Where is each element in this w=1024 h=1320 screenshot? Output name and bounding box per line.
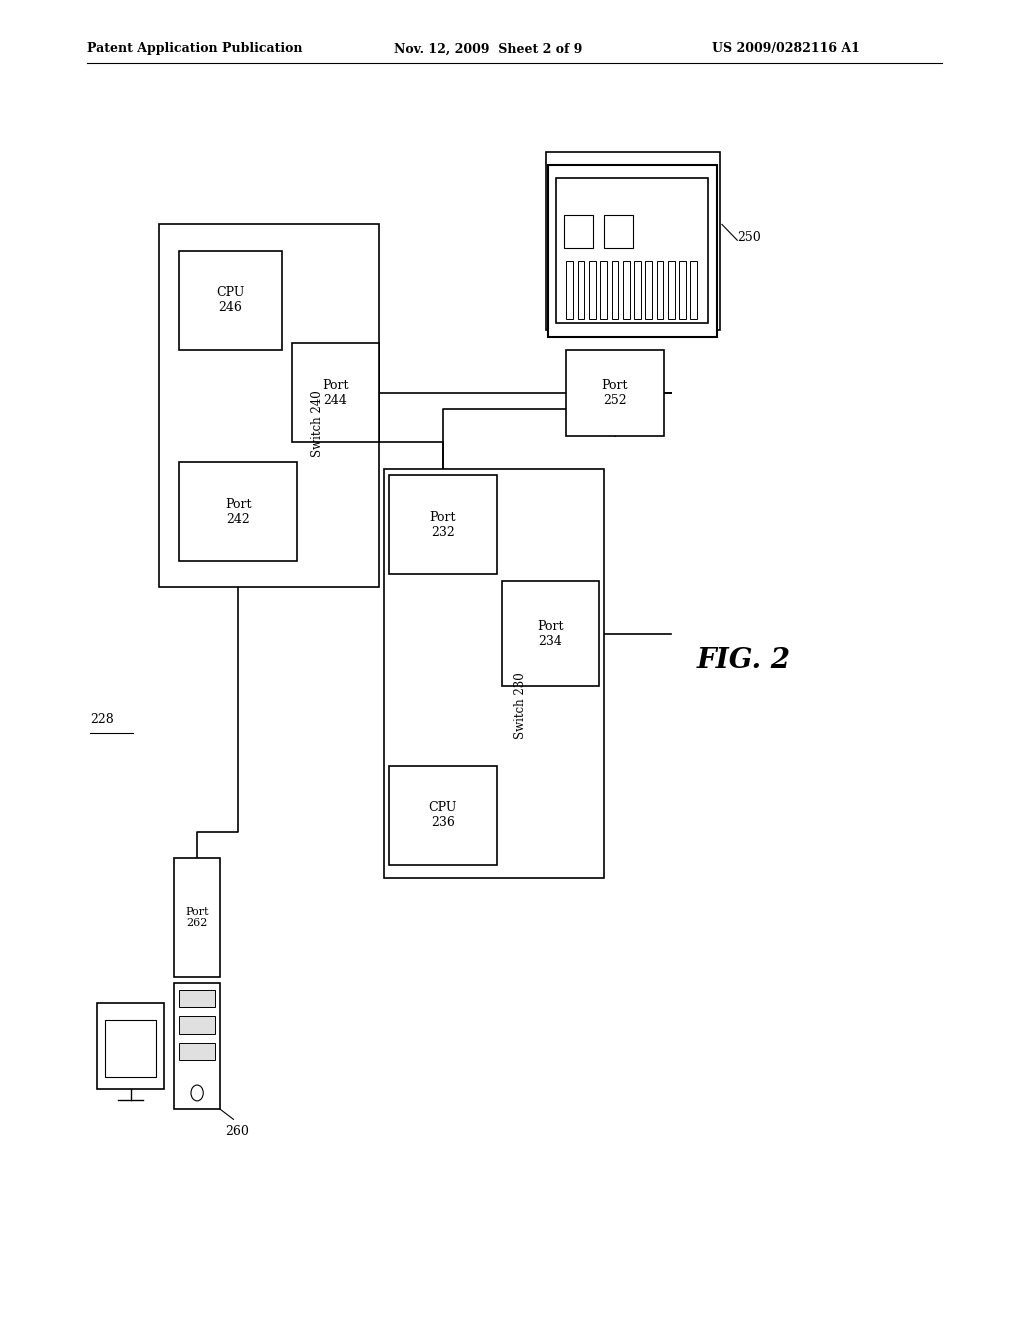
Bar <box>566 261 573 319</box>
Bar <box>690 261 697 319</box>
Bar <box>634 261 641 319</box>
Bar <box>589 261 596 319</box>
Text: 228: 228 <box>90 713 114 726</box>
Bar <box>179 462 297 561</box>
Bar <box>105 1020 156 1077</box>
Text: CPU
236: CPU 236 <box>429 801 457 829</box>
Text: Port
252: Port 252 <box>602 379 628 407</box>
Text: 250: 250 <box>737 231 761 244</box>
Text: Switch 240: Switch 240 <box>310 391 324 458</box>
Text: Port
242: Port 242 <box>225 498 251 525</box>
Bar <box>389 475 497 574</box>
Text: Port
244: Port 244 <box>323 379 348 407</box>
Bar <box>292 343 379 442</box>
Bar <box>179 990 215 1007</box>
Bar <box>174 983 220 1109</box>
Bar <box>502 581 599 686</box>
Text: Port
262: Port 262 <box>185 907 209 928</box>
Bar <box>578 261 585 319</box>
Bar <box>679 261 686 319</box>
Text: Switch 230: Switch 230 <box>514 673 527 739</box>
Bar <box>179 1043 215 1060</box>
Text: Patent Application Publication: Patent Application Publication <box>87 42 302 55</box>
Bar <box>97 1003 164 1089</box>
Bar <box>384 469 604 878</box>
Bar <box>548 165 717 337</box>
Bar <box>546 152 720 330</box>
Bar <box>611 261 618 319</box>
Bar <box>668 261 675 319</box>
Bar <box>566 350 664 436</box>
Bar <box>564 215 593 248</box>
Bar <box>645 261 652 319</box>
Bar <box>389 766 497 865</box>
Bar <box>656 261 664 319</box>
Bar <box>179 251 282 350</box>
Bar <box>174 858 220 977</box>
Circle shape <box>190 1085 203 1101</box>
Bar <box>604 215 633 248</box>
Text: US 2009/0282116 A1: US 2009/0282116 A1 <box>712 42 859 55</box>
Bar <box>179 1016 215 1034</box>
Text: Nov. 12, 2009  Sheet 2 of 9: Nov. 12, 2009 Sheet 2 of 9 <box>394 42 583 55</box>
Text: FIG. 2: FIG. 2 <box>696 647 791 673</box>
Bar <box>623 261 630 319</box>
Bar <box>159 224 379 587</box>
Text: CPU
246: CPU 246 <box>216 286 245 314</box>
Text: Port
232: Port 232 <box>430 511 456 539</box>
Bar <box>556 178 708 323</box>
Bar <box>600 261 607 319</box>
Text: Port
234: Port 234 <box>538 619 563 648</box>
Text: 260: 260 <box>225 1125 249 1138</box>
